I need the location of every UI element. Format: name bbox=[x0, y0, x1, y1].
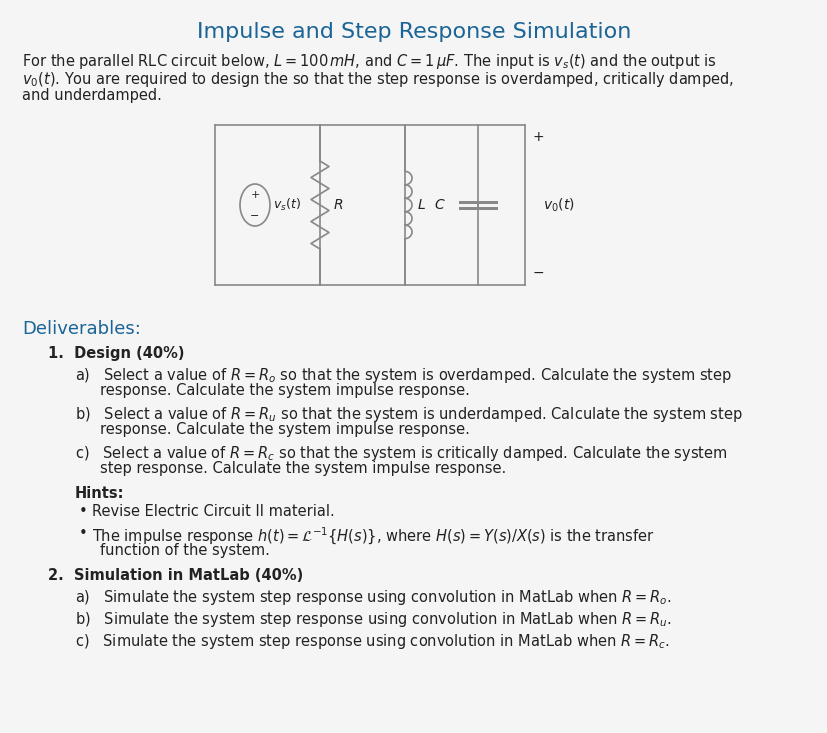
Text: c)   Simulate the system step response using convolution in MatLab when $R = R_c: c) Simulate the system step response usi… bbox=[75, 632, 669, 651]
Text: Deliverables:: Deliverables: bbox=[22, 320, 141, 338]
Text: −: − bbox=[533, 266, 544, 280]
Text: b)   Simulate the system step response using convolution in MatLab when $R = R_u: b) Simulate the system step response usi… bbox=[75, 610, 671, 629]
Text: and underdamped.: and underdamped. bbox=[22, 88, 162, 103]
Text: For the parallel RLC circuit below, $L = 100\,mH$, and $C = 1\,\mu F$. The input: For the parallel RLC circuit below, $L =… bbox=[22, 52, 716, 71]
Text: step response. Calculate the system impulse response.: step response. Calculate the system impu… bbox=[100, 461, 505, 476]
Text: +: + bbox=[533, 130, 544, 144]
Text: $L$: $L$ bbox=[417, 198, 425, 212]
Text: response. Calculate the system impulse response.: response. Calculate the system impulse r… bbox=[100, 383, 469, 398]
Text: $v_s(t)$: $v_s(t)$ bbox=[273, 197, 300, 213]
Text: a)   Select a value of $R = R_o$ so that the system is overdamped. Calculate the: a) Select a value of $R = R_o$ so that t… bbox=[75, 366, 731, 385]
Text: $C$: $C$ bbox=[434, 198, 446, 212]
Text: +: + bbox=[250, 190, 260, 200]
Text: Revise Electric Circuit II material.: Revise Electric Circuit II material. bbox=[92, 504, 334, 519]
Text: $R$: $R$ bbox=[332, 198, 343, 212]
Text: 2.  Simulation in MatLab (40%): 2. Simulation in MatLab (40%) bbox=[48, 568, 303, 583]
Text: a)   Simulate the system step response using convolution in MatLab when $R = R_o: a) Simulate the system step response usi… bbox=[75, 588, 671, 607]
Text: response. Calculate the system impulse response.: response. Calculate the system impulse r… bbox=[100, 422, 469, 437]
Text: The impulse response $h(t) = \mathcal{L}^{-1}\{H(s)\}$, where $H(s) = Y(s)/X(s)$: The impulse response $h(t) = \mathcal{L}… bbox=[92, 526, 654, 547]
Text: b)   Select a value of $R = R_u$ so that the system is underdamped. Calculate th: b) Select a value of $R = R_u$ so that t… bbox=[75, 405, 742, 424]
Text: Impulse and Step Response Simulation: Impulse and Step Response Simulation bbox=[197, 22, 630, 42]
Text: Hints:: Hints: bbox=[75, 486, 124, 501]
Text: c)   Select a value of $R = R_c$ so that the system is critically damped. Calcul: c) Select a value of $R = R_c$ so that t… bbox=[75, 444, 727, 463]
Text: −: − bbox=[250, 211, 260, 221]
Text: $v_0(t)$: $v_0(t)$ bbox=[543, 196, 574, 214]
Text: function of the system.: function of the system. bbox=[100, 543, 270, 558]
Text: $v_0(t)$. You are required to design the so that the step response is overdamped: $v_0(t)$. You are required to design the… bbox=[22, 70, 734, 89]
Text: 1.  Design (40%): 1. Design (40%) bbox=[48, 346, 184, 361]
Text: •: • bbox=[79, 526, 88, 541]
Text: •: • bbox=[79, 504, 88, 519]
